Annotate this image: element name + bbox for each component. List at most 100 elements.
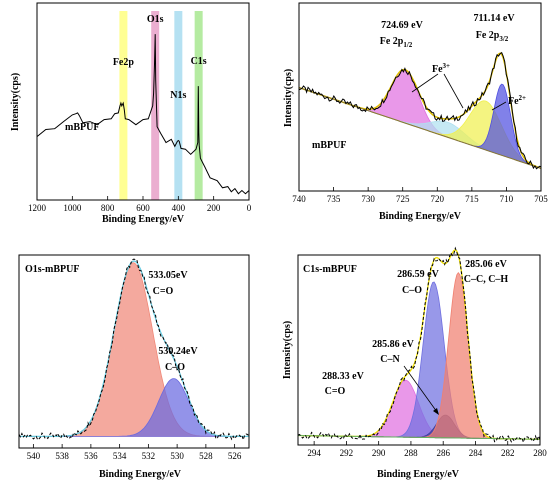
peak-label-co-single: C–O	[165, 362, 185, 373]
peak-label-c-double-o: C=O	[325, 386, 346, 397]
peak-label-fe2p32: Fe 2p3/2	[476, 30, 509, 43]
fit-components	[298, 272, 540, 440]
y-axis-label: Intensity(cps)	[10, 73, 21, 131]
x-tick-label: 800	[101, 203, 115, 213]
peak-label-711-energy: 711.14 eV	[473, 13, 515, 24]
x-tick-label: 720	[431, 194, 445, 204]
panel-survey: 1200 1000 800 600 400 200 0 Binding Energy/eV …	[10, 2, 252, 225]
measured-spectrum	[297, 246, 541, 444]
x-tick-label: 1000	[63, 203, 82, 213]
plot-frame	[36, 2, 250, 201]
peak-label-530-energy: 530.24eV	[158, 346, 198, 357]
x-tick-label: 730	[361, 194, 375, 204]
component-peak-1	[298, 281, 540, 440]
fe2-leader	[491, 101, 507, 111]
x-axis-label: Binding Energy/eV	[379, 211, 462, 222]
x-tick-label: 0	[247, 203, 252, 213]
background-line	[298, 435, 540, 440]
x-tick-label: 200	[207, 203, 221, 213]
peak-label-28659-energy: 286.59 eV	[397, 269, 439, 280]
leader-lines	[411, 73, 507, 111]
peak-label-c-o: C–O	[402, 285, 422, 296]
fe2-label: Fe2+	[508, 94, 526, 107]
x-tick-label: 530	[170, 451, 184, 461]
x-tick-label: 725	[396, 194, 410, 204]
x-tick-label: 400	[172, 203, 186, 213]
band-n1s	[174, 11, 183, 200]
band-labels: Fe2p O1s N1s C1s	[113, 14, 207, 101]
x-tick-label: 710	[500, 194, 514, 204]
peak-label-285-energy: 285.06 eV	[465, 259, 507, 270]
peak-label-cc-ch: C–C, C–H	[464, 274, 509, 285]
c-n-arrow-line	[403, 365, 438, 413]
x-tick-label: 735	[327, 194, 341, 204]
component-peak-1	[19, 378, 249, 437]
band-label-n1s: N1s	[170, 90, 186, 101]
peak-label-724-energy: 724.69 eV	[381, 20, 423, 31]
x-axis-label: Binding Energy/eV	[377, 469, 460, 480]
peak-label-co-double: C=O	[153, 286, 174, 297]
x-tick-label: 536	[84, 451, 98, 461]
sample-label: O1s-mBPUF	[25, 264, 79, 275]
y-axis-label: Intensity(cps)	[283, 69, 294, 127]
plot-frame	[297, 254, 541, 446]
background-line	[298, 87, 542, 169]
peak-label-533-energy: 533.05eV	[148, 270, 188, 281]
band-label-o1s: O1s	[147, 14, 164, 25]
x-tick-label: 280	[533, 448, 547, 458]
element-bands	[119, 11, 203, 200]
x-tick-label: 532	[142, 451, 156, 461]
plot-frame	[18, 254, 250, 449]
x-tick-label: 1200	[28, 203, 47, 213]
x-tick-label: 538	[55, 451, 69, 461]
x-tick-label: 288	[404, 448, 418, 458]
y-axis-label: Intensity(cps)	[282, 321, 293, 379]
panel-o1s: 540 538 536 534 532 530 528 526 Binding Energy/…	[18, 254, 250, 480]
x-tick-label: 294	[307, 448, 321, 458]
x-ticks: 540 538 536 534 532 530 528 526	[27, 444, 242, 461]
band-label-fe2p: Fe2p	[113, 57, 135, 68]
measured-spectrum	[18, 258, 250, 442]
fe3-label: Fe3+	[432, 62, 450, 75]
c-n-arrow	[403, 365, 439, 415]
fit-components	[19, 262, 249, 437]
x-tick-label: 282	[501, 448, 515, 458]
measured-spectrum	[298, 51, 542, 170]
fit-components	[298, 69, 542, 169]
x-tick-label: 600	[136, 203, 150, 213]
panel-fe2p: 740 735 730 725 720 715 710 705 Binding Energy/…	[283, 2, 548, 222]
x-ticks: 294 292 290 288 286 284 282 280	[307, 441, 547, 458]
x-ticks: 1200 1000 800 600 400 200 0	[28, 196, 252, 213]
x-tick-label: 526	[228, 451, 242, 461]
fit-envelope	[19, 260, 249, 438]
band-o1s	[151, 11, 160, 200]
peak-label-28833-energy: 288.33 eV	[322, 371, 364, 382]
x-tick-label: 715	[465, 194, 479, 204]
x-tick-label: 540	[27, 451, 41, 461]
fe3-leader-right	[443, 73, 464, 109]
x-tick-label: 534	[113, 451, 127, 461]
peak-label-28586-energy: 285.86 eV	[372, 339, 414, 350]
peak-label-fe2p12: Fe 2p1/2	[380, 36, 413, 49]
survey-spectrum-line	[36, 34, 250, 195]
x-tick-label: 705	[534, 194, 548, 204]
fe3-leader-left	[411, 73, 439, 93]
plot-frame	[298, 2, 542, 192]
x-tick-label: 284	[469, 448, 483, 458]
sample-label: C1s-mBPUF	[303, 264, 357, 275]
x-ticks: 740 735 730 725 720 715 710 705	[292, 187, 548, 204]
x-tick-label: 528	[199, 451, 213, 461]
peak-label-c-n: C–N	[380, 354, 400, 365]
c-n-arrow-head	[433, 408, 439, 415]
x-axis-label: Binding Energy/eV	[99, 469, 182, 480]
x-tick-label: 286	[436, 448, 450, 458]
sample-label: mBPUF	[65, 122, 99, 133]
x-tick-label: 290	[372, 448, 386, 458]
panel-c1s: 294 292 290 288 286 284 282 280 Binding Energy/…	[282, 246, 547, 480]
component-peak-0	[19, 262, 249, 437]
x-tick-label: 292	[340, 448, 354, 458]
sample-label: mBPUF	[312, 140, 346, 151]
x-axis-label: Binding Energy/eV	[102, 214, 185, 225]
band-label-c1s: C1s	[191, 56, 207, 67]
